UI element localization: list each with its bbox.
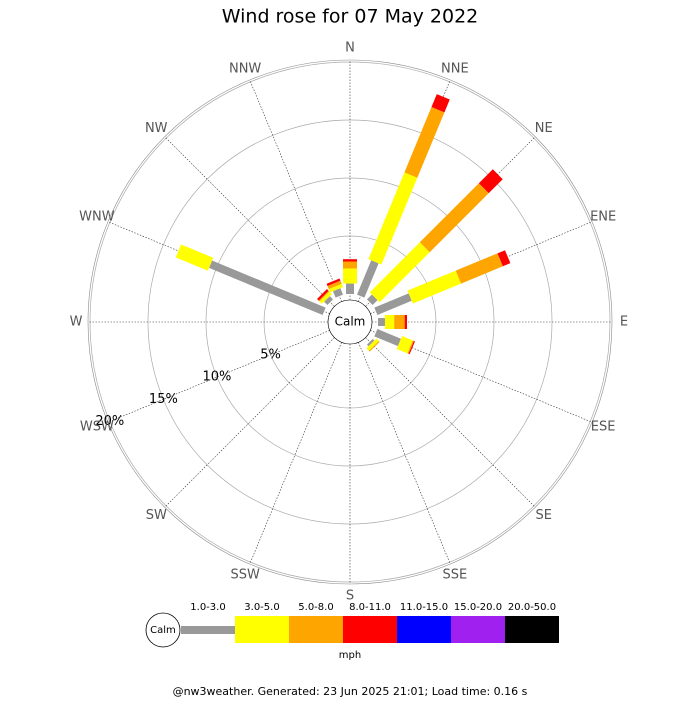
spoke: [164, 337, 335, 508]
direction-label: NNE: [441, 61, 469, 76]
calm-label: Calm: [335, 315, 366, 329]
wind-bar: [357, 260, 379, 298]
direction-label: W: [70, 315, 83, 330]
wind-bar: [327, 280, 342, 290]
wind-bar: [407, 340, 414, 354]
legend-unit: mph: [339, 650, 361, 661]
legend-swatch: [397, 616, 451, 643]
wind-bar: [326, 278, 341, 286]
footer: @nw3weather. Generated: 23 Jun 2025 21:0…: [173, 685, 528, 698]
wind-bar: [318, 290, 330, 302]
wind-bar: [374, 293, 412, 315]
wind-bar: [366, 338, 379, 351]
direction-label: WNW: [79, 210, 115, 225]
legend-label: 1.0-3.0: [190, 602, 225, 613]
legend-swatch: [289, 616, 343, 643]
wind-bar: [478, 169, 503, 194]
direction-label: SE: [536, 508, 552, 523]
direction-label: SSE: [442, 568, 467, 583]
wind-bar: [343, 261, 357, 269]
wind-bar: [209, 260, 326, 315]
wind-bar: [332, 288, 343, 298]
ring: [205, 177, 495, 467]
legend-swatch: [235, 616, 289, 643]
wind-bar: [368, 172, 418, 265]
wind-bar: [366, 294, 378, 306]
chart-title: Wind rose for 07 May 2022: [222, 6, 479, 28]
wind-bar: [366, 338, 375, 347]
wind-bar: [328, 283, 344, 293]
direction-label: N: [345, 41, 355, 56]
direction-label: NW: [145, 121, 168, 136]
wind-bar: [419, 183, 489, 253]
legend-swatch: [505, 616, 559, 643]
direction-label: WSW: [80, 419, 114, 434]
legend-swatch: [343, 616, 397, 643]
wind-bar: [175, 244, 214, 271]
spoke: [249, 342, 342, 565]
legend-label: 3.0-5.0: [244, 602, 279, 613]
ring-label: 10%: [203, 370, 232, 385]
wind-bar: [404, 315, 407, 329]
legend-calm: [145, 612, 181, 648]
wind-bar: [369, 242, 430, 303]
wind-bar: [319, 291, 332, 304]
spoke: [107, 330, 330, 423]
wind-bar: [374, 329, 401, 347]
legend-calm-label: Calm: [150, 625, 176, 636]
legend-label: 20.0-50.0: [508, 602, 556, 613]
legend-label: 11.0-15.0: [400, 602, 448, 613]
wind-bar: [368, 340, 380, 352]
grid: 5%10%15%20%NNNENEENEEESESESSESSSWSWWSWWW…: [70, 41, 629, 604]
wind-bar: [497, 250, 511, 267]
wind-bar: [431, 94, 450, 113]
bars: [175, 94, 511, 355]
direction-label: S: [346, 589, 354, 604]
spoke: [358, 342, 451, 565]
spoke: [164, 136, 335, 307]
direction-label: E: [620, 315, 628, 330]
wind-bar: [378, 318, 385, 326]
wind-bar: [396, 336, 413, 354]
wind-bar: [455, 253, 503, 284]
wind-bar: [404, 106, 445, 178]
wind-bar: [408, 340, 415, 355]
wind-bar: [317, 289, 329, 301]
wind-bar: [384, 315, 395, 329]
direction-label: NNW: [229, 61, 261, 76]
direction-label: ESE: [591, 419, 616, 434]
wind-bar: [346, 283, 354, 294]
wind-bar: [343, 268, 357, 284]
legend-swatch: [181, 626, 235, 634]
legend-swatch: [451, 616, 505, 643]
direction-label: ENE: [590, 210, 616, 225]
wind-bar: [394, 315, 405, 329]
direction-label: SSW: [230, 568, 260, 583]
spoke: [249, 79, 342, 302]
calm-circle: [327, 299, 373, 345]
wind-bar: [407, 270, 462, 304]
direction-label: NE: [535, 121, 553, 136]
legend-label: 8.0-11.0: [349, 602, 391, 613]
legend-label: 5.0-8.0: [298, 602, 333, 613]
legend-label: 15.0-20.0: [454, 602, 502, 613]
spoke: [365, 337, 536, 508]
direction-label: SW: [146, 508, 167, 523]
wind-bar: [324, 296, 334, 306]
legend: Calm 1.0-3.0 3.0-5.0 5.0-8.0 8.0-11.0 11.0-1…: [145, 602, 559, 648]
wind-bar: [343, 259, 357, 262]
outer-ring: [87, 59, 613, 585]
